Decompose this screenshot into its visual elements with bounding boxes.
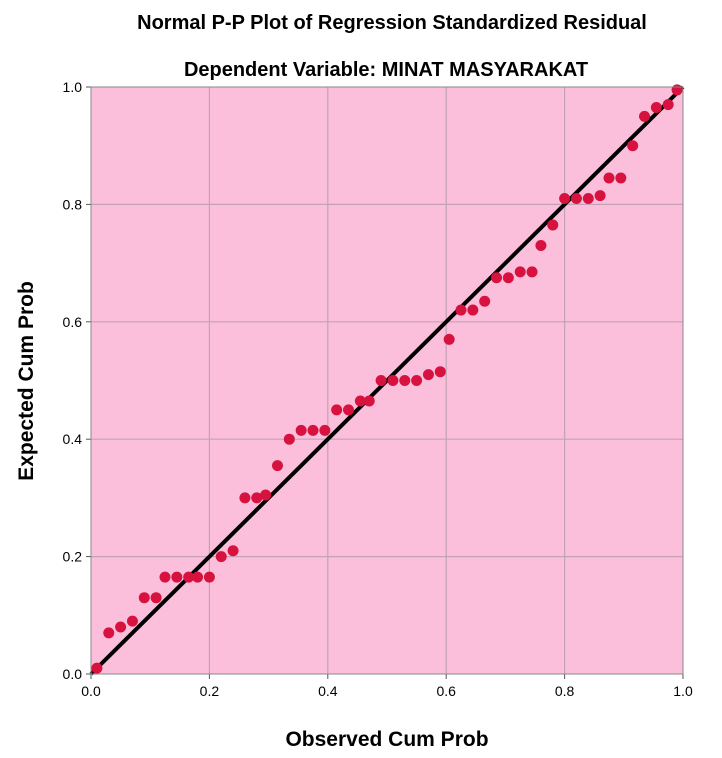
data-point	[159, 571, 171, 583]
data-point	[526, 266, 538, 278]
y-tick-label: 1.0	[63, 79, 83, 95]
y-tick-label: 0.8	[63, 196, 83, 212]
data-point	[627, 140, 639, 152]
x-tick-label: 0.6	[436, 683, 456, 699]
data-point	[183, 571, 195, 583]
x-axis-label: Observed Cum Prob	[285, 728, 488, 751]
chart-title: Normal P-P Plot of Regression Standardiz…	[137, 12, 647, 34]
data-point	[467, 304, 479, 316]
plot-frame	[90, 86, 684, 675]
data-point	[455, 304, 467, 316]
data-points	[91, 84, 683, 674]
data-point	[203, 571, 215, 583]
data-point	[375, 375, 387, 386]
data-point	[650, 102, 662, 114]
x-tick-label: 0.4	[318, 683, 338, 699]
data-point	[662, 99, 674, 111]
data-point	[171, 571, 183, 583]
data-point	[192, 571, 204, 583]
data-point	[570, 193, 582, 205]
data-point	[399, 375, 411, 386]
data-point	[307, 424, 319, 436]
y-tick-label: 0.0	[63, 666, 83, 682]
y-tick-label: 0.4	[63, 431, 83, 447]
data-point	[138, 592, 150, 604]
data-point	[411, 375, 423, 386]
x-tick-label: 0.2	[200, 683, 220, 699]
data-point	[535, 239, 547, 251]
data-point	[603, 172, 615, 184]
data-point	[615, 172, 627, 184]
data-point	[227, 545, 239, 557]
y-axis-label: Expected Cum Prob	[15, 281, 38, 481]
data-point	[126, 615, 138, 627]
data-point	[251, 492, 263, 504]
grid-lines	[91, 87, 683, 674]
data-point	[363, 395, 375, 407]
data-point	[331, 404, 343, 416]
data-point	[514, 266, 526, 278]
data-point	[283, 433, 295, 445]
data-point	[387, 375, 399, 386]
data-point	[354, 395, 366, 407]
axis-ticks: 0.0 0.2 0.4 0.6 0.8 1.0 0.0 0.2 0.4 0.6 0.8 1.0	[63, 79, 693, 699]
x-tick-label: 0.0	[81, 683, 101, 699]
data-point	[491, 272, 503, 284]
data-point	[582, 193, 594, 205]
data-point	[115, 621, 127, 633]
data-point	[260, 489, 272, 501]
data-point	[434, 366, 446, 378]
x-tick-label: 1.0	[673, 683, 693, 699]
data-point	[422, 369, 434, 381]
data-point	[547, 219, 559, 231]
x-tick-label: 0.8	[555, 683, 575, 699]
data-point	[239, 492, 251, 504]
data-point	[150, 592, 162, 604]
y-tick-label: 0.2	[63, 549, 83, 565]
data-point	[295, 424, 307, 436]
data-point	[215, 551, 227, 563]
data-point	[479, 295, 491, 307]
data-point	[343, 404, 355, 416]
y-tick-label: 0.6	[63, 314, 83, 330]
data-point	[502, 272, 514, 284]
data-point	[594, 190, 606, 202]
data-point	[91, 662, 103, 674]
data-point	[639, 110, 651, 122]
data-point	[103, 627, 115, 639]
data-point	[559, 193, 571, 205]
data-point	[671, 84, 683, 96]
data-point	[443, 333, 455, 345]
data-point	[319, 424, 331, 436]
chart-subtitle: Dependent Variable: MINAT MASYARAKAT	[184, 59, 588, 81]
data-point	[271, 460, 283, 472]
